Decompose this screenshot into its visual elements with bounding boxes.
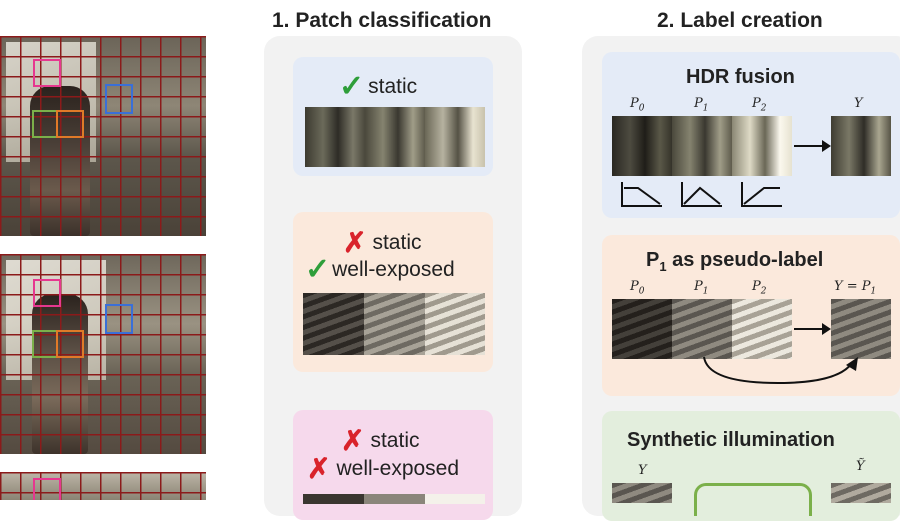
- patch-image: [425, 293, 485, 355]
- patch-box-blue: [105, 304, 133, 334]
- exposure-strip: [612, 299, 792, 359]
- classification-card-not-static-not-wellexposed: ✗ static ✗ well-exposed: [293, 410, 493, 520]
- label-subscript: 0: [638, 103, 645, 114]
- photo-1: [0, 36, 206, 236]
- input-label-p2: P2: [752, 279, 767, 297]
- patch-image: [425, 494, 485, 504]
- input-label-p2: P2: [752, 96, 767, 114]
- exposure-p1: [672, 116, 732, 176]
- cross-icon: ✗: [341, 425, 365, 456]
- heading-label-creation: 2. Label creation: [657, 9, 823, 32]
- card-line-1: ✗ static: [341, 424, 419, 457]
- exposure-p1: [672, 299, 732, 359]
- card-header: ✓ static: [339, 69, 417, 104]
- label-subscript: 2: [760, 103, 767, 114]
- patch-box-green: [32, 110, 58, 138]
- patch-strip: [303, 494, 485, 504]
- patch-image: [364, 293, 425, 355]
- patch-image: [303, 293, 364, 355]
- label-subscript: 1: [702, 103, 709, 114]
- label-subscript: 0: [638, 286, 645, 297]
- response-curve-icon: [681, 182, 722, 207]
- patch-strip: [305, 107, 485, 167]
- synthetic-illumination-card: Synthetic illumination Y Ỹ: [602, 411, 900, 521]
- patch-image: [364, 494, 425, 504]
- classification-card-static-wellexposed: ✗ static ✓ well-exposed: [293, 212, 493, 372]
- card-line-2: ✗ well-exposed: [307, 452, 459, 485]
- patch-box-pink: [33, 59, 61, 87]
- input-label-p1: P1: [694, 279, 709, 297]
- curved-arrow-icon: [703, 356, 858, 385]
- pseudo-label-card: P1 as pseudo-label P0 P1 P2 Y = P1: [602, 235, 900, 396]
- exposure-p2: [732, 299, 792, 359]
- exposure-p0: [612, 116, 672, 176]
- exposure-strip: [612, 116, 792, 176]
- label-subscript: 1: [702, 286, 709, 297]
- output-label-y: Y: [854, 96, 863, 111]
- title-subscript: 1: [659, 259, 667, 274]
- exposure-p0: [612, 299, 672, 359]
- grid-overlay: [0, 472, 206, 500]
- arrow-right-icon: [794, 323, 831, 335]
- input-patch: [612, 483, 672, 503]
- input-label-p1: P1: [694, 96, 709, 114]
- title-p: P: [646, 249, 660, 271]
- patch-box-pink: [33, 478, 61, 500]
- photo-3: [0, 472, 206, 500]
- grid-overlay: [0, 254, 206, 454]
- hdr-fusion-title: HDR fusion: [686, 66, 795, 88]
- output-patch: [831, 483, 891, 503]
- grid-overlay: [0, 36, 206, 236]
- hdr-fusion-card: HDR fusion P0 P1 P2 Y: [602, 52, 900, 218]
- pseudo-label-title: P1 as pseudo-label: [646, 249, 823, 274]
- patch-image: [303, 494, 364, 504]
- patch-box-orange: [56, 330, 84, 358]
- response-curve-icon: [621, 182, 662, 207]
- patch-strip: [303, 293, 485, 355]
- label-subscript: 2: [760, 286, 767, 297]
- cross-icon: ✗: [343, 227, 367, 258]
- output-label-y-equals-p1: Y = P1: [834, 279, 877, 297]
- photo-2: [0, 254, 206, 454]
- patch-box-orange: [56, 110, 84, 138]
- patch-box-blue: [105, 84, 133, 114]
- card-line-1: ✗ static: [343, 226, 421, 259]
- input-label-p0: P0: [630, 96, 645, 114]
- label-well-exposed: well-exposed: [336, 456, 460, 480]
- patch-box-pink: [33, 279, 61, 307]
- response-curve-icon: [741, 182, 782, 207]
- classification-card-static: ✓ static: [293, 57, 493, 176]
- title-rest: as pseudo-label: [666, 249, 824, 271]
- patch-image: [425, 107, 485, 167]
- label-static: static: [368, 74, 418, 98]
- label-subscript: 1: [870, 286, 877, 297]
- patch-image: [365, 107, 425, 167]
- pseudo-label-output-patch: [831, 299, 891, 359]
- input-label-p0: P0: [630, 279, 645, 297]
- label-static: static: [372, 230, 422, 254]
- output-label-y-tilde: Ỹ: [856, 459, 865, 474]
- card-line-2: ✓ well-exposed: [305, 252, 455, 287]
- fused-output-patch: [831, 116, 891, 176]
- patch-box-green: [32, 330, 58, 358]
- input-label-y: Y: [638, 463, 647, 478]
- label-well-exposed: well-exposed: [332, 257, 455, 281]
- check-icon: ✓: [339, 70, 365, 103]
- cross-icon: ✗: [307, 453, 331, 484]
- arrow-right-icon: [794, 140, 831, 152]
- synthetic-illumination-title: Synthetic illumination: [627, 429, 835, 451]
- label-static: static: [370, 428, 420, 452]
- check-icon: ✓: [305, 253, 331, 286]
- exposure-p2: [732, 116, 792, 176]
- patch-image: [305, 107, 365, 167]
- heading-patch-classification: 1. Patch classification: [272, 9, 492, 32]
